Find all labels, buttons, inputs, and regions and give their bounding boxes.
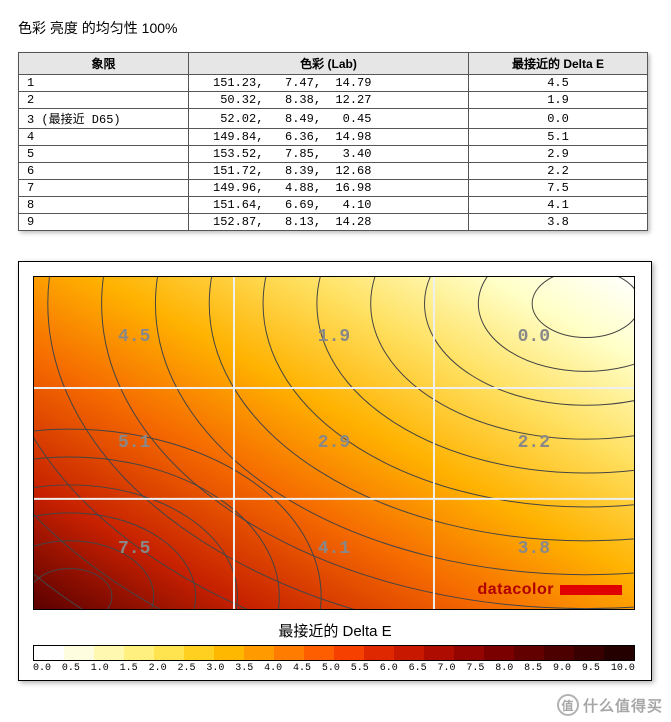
table-header: 色彩 (Lab) (189, 53, 469, 75)
table-row: 2 50.32, 8.38, 12.271.9 (19, 92, 648, 109)
delta-e-table: 象限色彩 (Lab)最接近的 Delta E 1151.23, 7.47, 14… (18, 52, 648, 231)
legend-title: 最接近的 Delta E (33, 620, 637, 641)
table-row: 3 (最接近 D65) 52.02, 8.49, 0.450.0 (19, 109, 648, 129)
watermark-icon: 值 (557, 694, 579, 716)
table-header: 最接近的 Delta E (469, 53, 648, 75)
table-row: 6151.72, 8.39, 12.682.2 (19, 163, 648, 180)
brand-badge: datacolor (477, 581, 622, 599)
chart-frame: datacolor 4.51.90.05.12.92.27.54.13.8 最接… (18, 261, 652, 681)
legend-bar (33, 645, 635, 661)
table-row: 5153.52, 7.85, 3.402.9 (19, 146, 648, 163)
page-title: 色彩 亮度 的均匀性 100% (18, 18, 653, 38)
table-row: 4149.84, 6.36, 14.985.1 (19, 129, 648, 146)
table-header: 象限 (19, 53, 189, 75)
brand-bar (560, 585, 622, 595)
table-row: 1151.23, 7.47, 14.794.5 (19, 75, 648, 92)
legend-ticks: 0.00.51.01.52.02.53.03.54.04.55.05.56.06… (33, 663, 635, 674)
table-row: 7149.96, 4.88, 16.987.5 (19, 180, 648, 197)
table-row: 9152.87, 8.13, 14.283.8 (19, 214, 648, 231)
brand-text: datacolor (477, 581, 554, 599)
table-row: 8151.64, 6.69, 4.104.1 (19, 197, 648, 214)
watermark: 值 什么值得买 (557, 694, 663, 716)
uniformity-heatmap: datacolor 4.51.90.05.12.92.27.54.13.8 (33, 276, 635, 610)
